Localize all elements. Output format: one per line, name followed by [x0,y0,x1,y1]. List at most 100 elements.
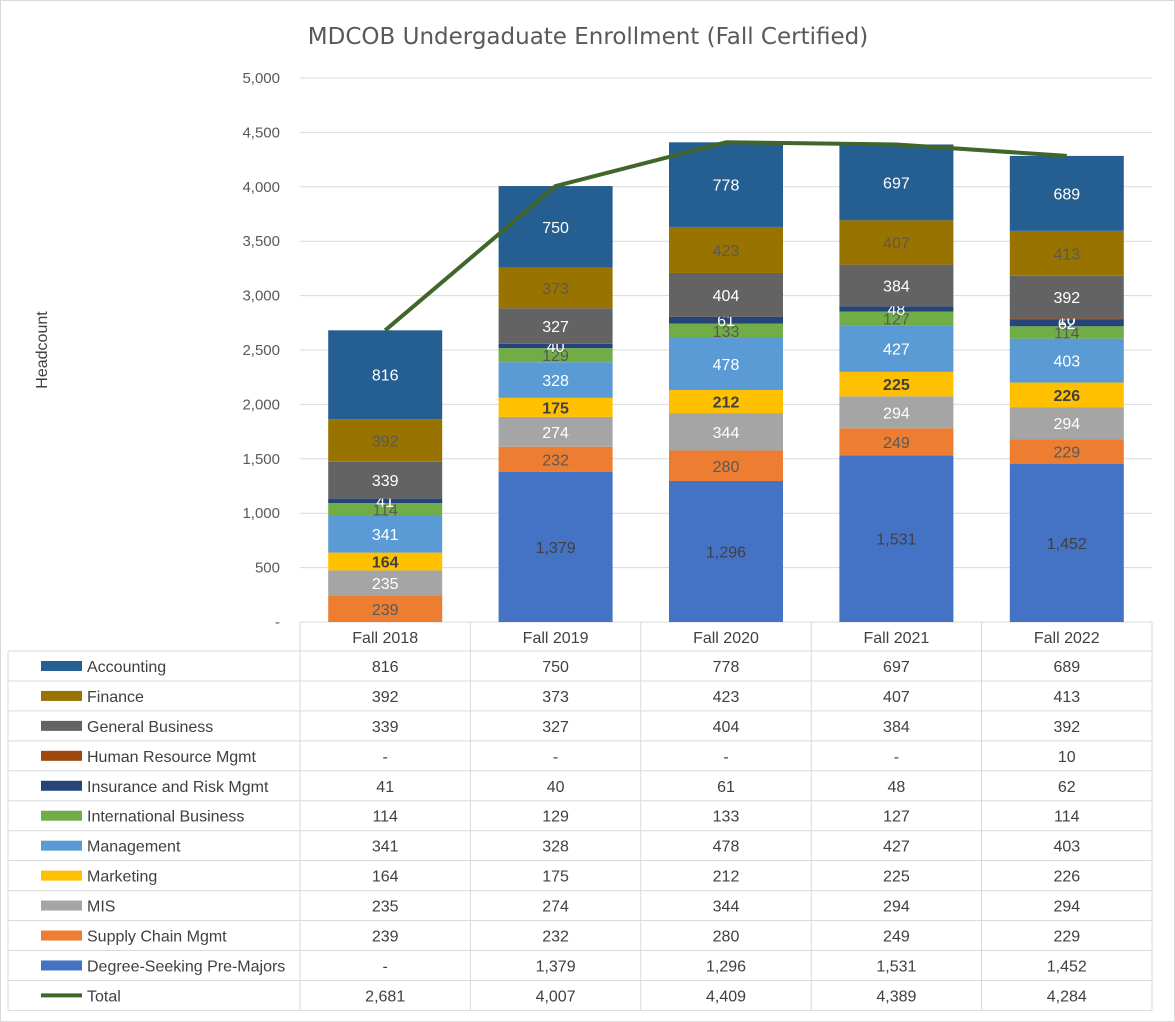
data-label-management: 478 [713,357,740,374]
table-cell-international-business: 129 [542,809,569,826]
data-label-management: 328 [542,373,569,390]
data-label-finance: 407 [883,235,910,252]
table-cell-supply-chain-mgmt: 249 [883,929,910,946]
legend-key-finance [41,690,82,701]
table-cell-human-resource-mgmt: 10 [1058,749,1076,766]
bar-insurance-and-risk-mgmt [669,316,783,324]
y-tick-label: 3,500 [242,233,280,250]
bar-accounting [328,330,443,420]
legend-label-mis: MIS [87,899,115,916]
table-cell-insurance-and-risk-mgmt: 61 [717,779,735,796]
legend-key-supply-chain-mgmt [41,930,82,941]
bar-supply-chain-mgmt [839,428,954,456]
bar-insurance-and-risk-mgmt [1009,319,1124,327]
data-label-management: 427 [883,342,910,359]
data-label-general-business: 404 [713,288,740,305]
bar-general-business [839,264,954,307]
table-cell-total: 4,007 [536,988,576,1005]
bar-management [669,338,783,391]
table-cell-management: 328 [542,839,569,856]
bar-mis [669,413,783,451]
bar-management [328,515,443,553]
table-cell-finance: 373 [542,689,569,706]
bar-international-business [498,348,613,363]
table-cell-degree-seeking-pre-majors: 1,452 [1047,958,1087,975]
table-cell-degree-seeking-pre-majors: 1,379 [536,958,576,975]
table-cell-general-business: 404 [713,719,740,736]
table-cell-marketing: 164 [372,869,399,886]
bar-degree-seeking-pre-majors [498,471,613,622]
table-cell-mis: 235 [372,899,399,916]
y-tick-label: 2,000 [242,396,280,413]
table-cell-general-business: 392 [1053,719,1080,736]
bar-accounting [839,144,954,221]
bar-finance [1009,230,1124,276]
bar-finance [498,267,613,309]
bar-marketing [498,397,613,417]
table-cell-finance: 413 [1053,689,1080,706]
table-cell-accounting: 778 [713,659,740,676]
y-tick-label: 500 [255,560,280,577]
bar-international-business [669,323,783,339]
table-cell-international-business: 114 [372,809,398,826]
data-label-degree-seeking-pre-majors: 1,379 [536,540,576,557]
table-header-fall-2019: Fall 2019 [523,630,589,647]
bar-insurance-and-risk-mgmt [498,343,613,349]
data-label-accounting: 689 [1053,186,1080,203]
bar-mis [1009,407,1124,440]
data-label-supply-chain-mgmt: 232 [542,452,569,469]
bar-general-business [669,272,783,317]
table-cell-international-business: 114 [1054,809,1080,826]
table-cell-total: 4,284 [1047,988,1087,1005]
data-label-insurance-and-risk-mgmt: 61 [717,313,735,330]
data-label-supply-chain-mgmt: 239 [372,602,399,619]
table-cell-mis: 274 [542,899,569,916]
data-label-marketing: 225 [883,377,910,394]
legend-key-mis [41,900,82,911]
bar-management [1009,338,1124,383]
bar-international-business [328,503,443,516]
y-tick-label: 3,000 [242,288,280,305]
table-cell-mis: 344 [713,899,740,916]
table-cell-accounting: 816 [372,659,399,676]
y-axis-label: Headcount [34,311,51,389]
table-cell-insurance-and-risk-mgmt: 41 [376,779,394,796]
table-cell-management: 478 [713,839,740,856]
table-cell-general-business: 339 [372,719,399,736]
table-cell-marketing: 212 [713,869,740,886]
bar-degree-seeking-pre-majors [669,480,783,622]
y-tick-label: 1,500 [242,451,280,468]
bar-management [839,325,954,372]
table-cell-human-resource-mgmt: - [723,749,728,766]
bar-international-business [1009,326,1124,339]
data-label-accounting: 778 [713,178,740,195]
table-cell-degree-seeking-pre-majors: 1,296 [706,958,746,975]
legend-label-insurance-and-risk-mgmt: Insurance and Risk Mgmt [87,779,269,796]
legend-label-management: Management [87,839,181,856]
legend-key-insurance-and-risk-mgmt [41,780,82,791]
legend-key-international-business [41,810,82,821]
bar-accounting [1009,155,1124,231]
table-cell-accounting: 689 [1053,659,1080,676]
table-header-fall-2018: Fall 2018 [352,630,418,647]
data-label-degree-seeking-pre-majors: 1,452 [1047,536,1087,553]
legend-label-finance: Finance [87,689,144,706]
data-label-management: 341 [372,527,399,544]
y-tick-label: 2,500 [242,342,280,359]
bar-general-business [328,461,443,499]
table-cell-degree-seeking-pre-majors: - [383,958,388,975]
bar-marketing [328,552,443,571]
bar-general-business [498,308,613,344]
table-cell-marketing: 225 [883,869,910,886]
table-cell-management: 341 [372,839,399,856]
y-tick-label: 5,000 [242,70,280,87]
bar-finance [328,419,443,462]
data-label-degree-seeking-pre-majors: 1,531 [876,532,916,549]
data-label-finance: 392 [372,433,399,450]
legend-label-international-business: International Business [87,809,244,826]
data-label-supply-chain-mgmt: 280 [713,459,740,476]
bar-accounting [498,186,613,268]
legend-key-management [41,840,82,851]
table-cell-mis: 294 [1053,899,1080,916]
